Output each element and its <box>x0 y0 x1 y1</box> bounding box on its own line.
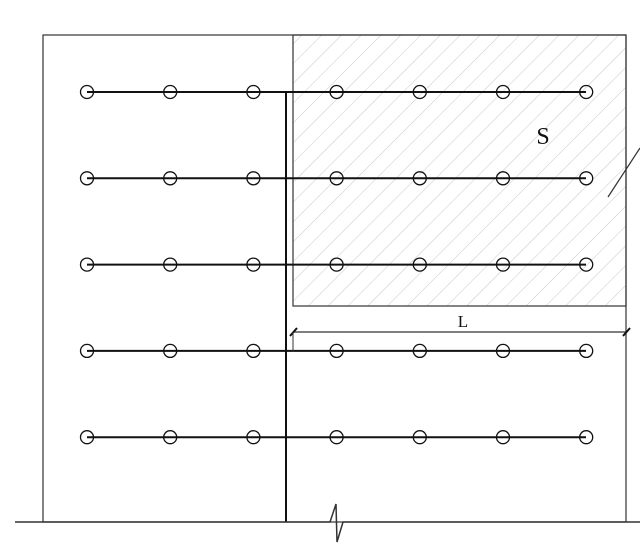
well-point <box>329 84 344 100</box>
well-point <box>579 343 594 359</box>
well-point <box>246 430 261 445</box>
well-point <box>246 343 261 359</box>
well-point <box>163 84 178 100</box>
well-point <box>329 171 344 186</box>
well-point <box>329 343 344 359</box>
well-point <box>579 171 594 186</box>
well-point <box>246 257 261 272</box>
well-point <box>163 343 178 359</box>
well-point <box>79 171 95 186</box>
well-point <box>579 84 594 100</box>
well-point <box>79 84 95 100</box>
pipe-rows <box>79 84 594 445</box>
hatched-area-s <box>292 34 627 307</box>
well-point <box>412 343 427 359</box>
well-point <box>163 171 178 186</box>
outer-boundary <box>42 34 627 523</box>
area-label: S <box>536 124 549 150</box>
well-point <box>329 257 344 272</box>
well-point <box>163 430 178 445</box>
well-point <box>79 343 95 359</box>
well-point <box>412 171 427 186</box>
well-point <box>495 171 511 186</box>
well-point <box>412 257 427 272</box>
leader-line <box>607 147 640 198</box>
dimension-label: L <box>458 312 468 331</box>
well-point <box>495 343 511 359</box>
dimension-tick-right <box>622 327 631 337</box>
well-point <box>79 257 95 272</box>
well-point <box>79 430 95 445</box>
well-point <box>495 84 511 100</box>
well-point <box>329 430 344 445</box>
well-point <box>246 84 261 100</box>
well-point <box>246 171 261 186</box>
well-point <box>579 430 594 445</box>
well-point <box>412 84 427 100</box>
well-point <box>579 257 594 272</box>
ground-line-with-break <box>15 503 640 543</box>
well-point <box>163 257 178 272</box>
well-point <box>412 430 427 445</box>
well-point <box>495 257 511 272</box>
well-point <box>495 430 511 445</box>
